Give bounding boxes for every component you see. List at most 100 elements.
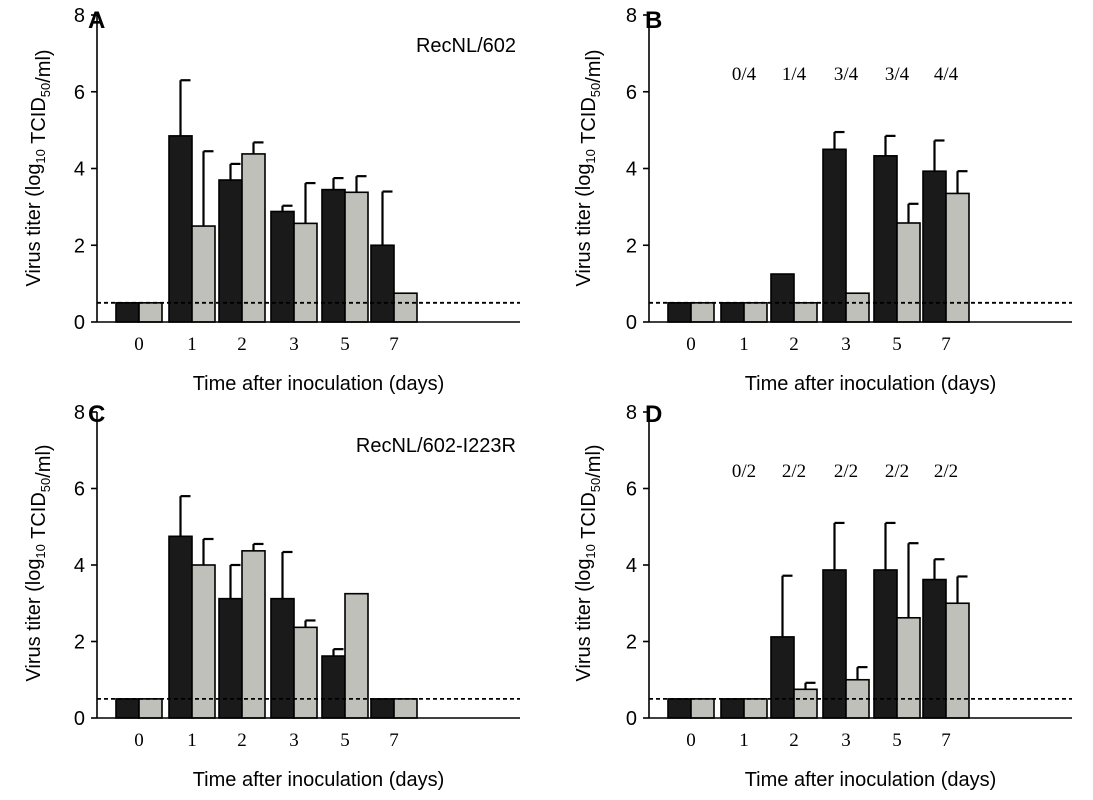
y-axis-title-part: /ml) — [583, 49, 605, 82]
y-tick-label: 4 — [626, 555, 637, 577]
y-tick-label: 4 — [626, 159, 637, 181]
y-axis-title-part: Virus titer (log — [23, 559, 45, 682]
y-tick-label: 8 — [74, 402, 85, 424]
bar-b-s1-0 — [667, 302, 692, 323]
bar-a-s2-2 — [241, 153, 266, 323]
chart-panel-a: 0 2 4 6 8 0 1 2 3 5 7 A RecNL/602 Time after inoculat… — [23, 5, 520, 395]
bar-d-s2-5 — [896, 616, 921, 719]
y-tick-label: 4 — [74, 555, 85, 577]
y-axis-title-subscript: 50 — [38, 478, 53, 492]
panel-letter: A — [88, 7, 105, 34]
fraction-label: 4/4 — [934, 64, 959, 85]
x-tick-label: 3 — [289, 334, 299, 355]
bar-c-s1-2 — [218, 597, 243, 719]
bar-d-s1-3 — [822, 569, 847, 719]
y-tick-label: 2 — [74, 632, 85, 654]
bar-c-s1-0 — [115, 698, 140, 719]
y-tick-label: 6 — [626, 82, 637, 104]
strain-label: RecNL/602-I223R — [356, 435, 516, 457]
bar-d-s2-3 — [845, 678, 870, 719]
bar-b-s2-0 — [690, 302, 715, 323]
x-tick-label: 7 — [941, 334, 951, 355]
x-axis-title: Time after inoculation (days) — [193, 373, 445, 395]
fraction-label: 0/4 — [732, 64, 757, 85]
bar-c-s1-7 — [370, 698, 395, 719]
y-axis-title-subscript: 10 — [583, 544, 598, 558]
chart-panel-c: 0 2 4 6 8 0 1 2 3 5 7 C RecNL/602-I223R Time after in… — [23, 401, 520, 791]
bar-a-s2-1 — [191, 225, 216, 323]
y-tick-label: 2 — [626, 632, 637, 654]
x-tick-label: 2 — [789, 334, 799, 355]
x-tick-label: 2 — [789, 730, 799, 751]
panel-letter: D — [645, 401, 662, 428]
y-axis-title-part: TCID — [28, 97, 50, 149]
x-tick-label: 0 — [134, 730, 144, 751]
y-axis-title-part: Virus titer (log — [573, 559, 595, 682]
fraction-label: 1/4 — [782, 64, 807, 85]
y-axis-title-subscript: 50 — [588, 478, 603, 492]
bar-a-s1-2 — [218, 179, 243, 323]
bar-a-s2-0 — [138, 302, 163, 323]
y-axis-title-subscript: 10 — [583, 149, 598, 163]
fraction-label: 2/2 — [934, 461, 958, 482]
bar-d-s2-1 — [743, 698, 768, 719]
chart-panel-d: 0 2 4 6 8 0 1 2 3 5 7 0/2 2/2 2/2 2/2 2/2 D Time after in… — [573, 401, 1072, 791]
panel-letter: B — [645, 7, 662, 34]
y-tick-label: 8 — [626, 5, 637, 27]
bar-d-s1-1 — [720, 698, 745, 719]
bar-d-s1-5 — [873, 569, 898, 719]
x-tick-label: 0 — [686, 334, 696, 355]
x-tick-label: 5 — [892, 730, 902, 751]
bar-a-s1-1 — [168, 135, 193, 323]
y-axis-title-part: TCID — [28, 492, 50, 544]
x-axis-title: Time after inoculation (days) — [745, 769, 997, 791]
y-axis-title-part: /ml) — [583, 444, 605, 477]
y-tick-label: 6 — [74, 479, 85, 501]
y-tick-label: 6 — [74, 82, 85, 104]
y-tick-label: 0 — [74, 708, 85, 730]
fraction-label: 2/2 — [885, 461, 909, 482]
panel-letter: C — [88, 401, 105, 428]
y-axis-title-part: TCID — [578, 97, 600, 149]
fraction-label: 3/4 — [834, 64, 859, 85]
x-tick-label: 1 — [187, 730, 197, 751]
x-tick-label: 1 — [739, 730, 749, 751]
y-axis-title-part: /ml) — [33, 49, 55, 82]
fraction-label: 0/2 — [732, 461, 756, 482]
y-tick-label: 2 — [626, 235, 637, 257]
bar-b-s2-1 — [743, 302, 768, 323]
bar-c-s1-5 — [321, 655, 346, 719]
x-tick-label: 0 — [134, 334, 144, 355]
y-axis-title: Virus titer (log10 TCID50/ml) — [23, 444, 55, 681]
bar-c-s2-3 — [293, 626, 318, 719]
bar-c-s2-0 — [138, 698, 163, 719]
bar-a-s1-7 — [370, 244, 395, 323]
bar-a-s2-3 — [293, 222, 318, 323]
bar-d-s2-2 — [793, 688, 818, 719]
x-axis-title: Time after inoculation (days) — [745, 373, 997, 395]
y-axis-title-subscript: 50 — [38, 83, 53, 97]
x-tick-label: 3 — [289, 730, 299, 751]
y-tick-label: 6 — [626, 479, 637, 501]
x-tick-label: 7 — [941, 730, 951, 751]
x-tick-label: 2 — [237, 730, 247, 751]
bar-a-s2-7 — [393, 292, 418, 323]
x-tick-label: 2 — [237, 334, 247, 355]
bar-b-s1-1 — [720, 302, 745, 323]
x-tick-label: 3 — [841, 730, 851, 751]
fraction-label: 2/2 — [782, 461, 806, 482]
y-axis-title-part: /ml) — [33, 444, 55, 477]
y-axis-title-subscript: 10 — [33, 544, 48, 558]
y-axis-title-subscript: 50 — [588, 83, 603, 97]
x-tick-label: 7 — [389, 334, 399, 355]
strain-label: RecNL/602 — [416, 35, 516, 57]
y-tick-label: 0 — [74, 312, 85, 334]
bar-a-s1-0 — [115, 302, 140, 323]
y-tick-label: 0 — [626, 312, 637, 334]
y-axis-title: Virus titer (log10 TCID50/ml) — [573, 444, 605, 681]
x-tick-label: 5 — [340, 334, 350, 355]
bar-b-s2-5 — [896, 222, 921, 323]
bar-b-s1-5 — [873, 155, 898, 323]
bar-d-s2-7 — [945, 602, 970, 719]
